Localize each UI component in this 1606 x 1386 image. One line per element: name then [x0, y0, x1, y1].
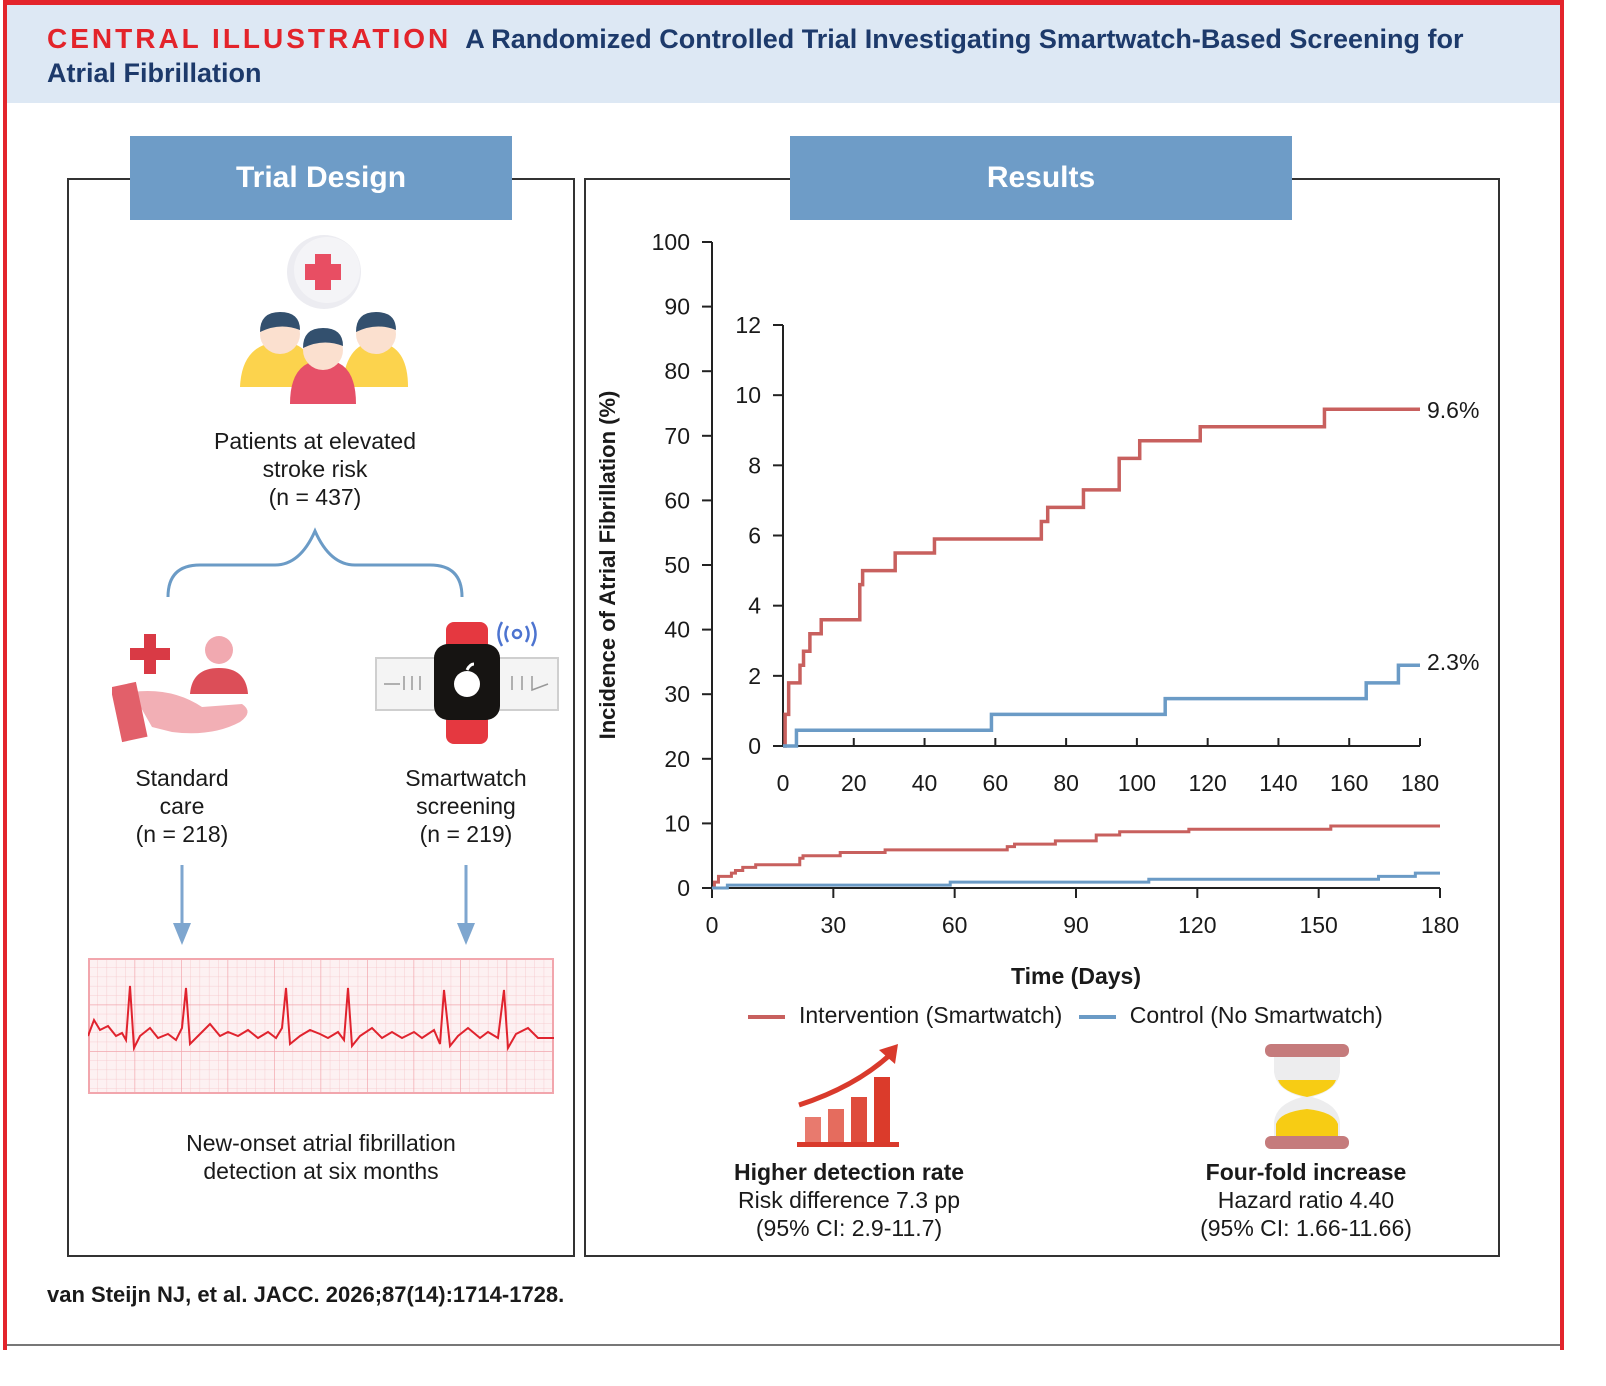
- frame-border-top: [3, 0, 1564, 5]
- results-panel: [584, 178, 1500, 1257]
- rising-bar-chart-icon: [797, 1044, 899, 1147]
- legend-label-intervention: Intervention (Smartwatch): [799, 1002, 1063, 1028]
- standard-care-line1: Standard: [135, 765, 229, 791]
- population-label: Patients at elevated stroke risk (n = 43…: [165, 427, 465, 511]
- hourglass-icon: [1265, 1044, 1349, 1149]
- x-axis-label: Time (Days): [1011, 963, 1141, 989]
- outcome-label: New-onset atrial fibrillation detection …: [121, 1129, 521, 1185]
- outcome-line1: New-onset atrial fibrillation: [186, 1130, 456, 1156]
- inset-y-tick-label: 8: [748, 452, 761, 478]
- frame-border-right: [1560, 0, 1564, 1350]
- finding-detection-risk-difference: Risk difference 7.3 pp: [737, 1187, 961, 1213]
- legend-item-control: Control (No Smartwatch): [1078, 1002, 1383, 1028]
- inset-x-tick-label: 180: [1401, 770, 1439, 796]
- trial-design-tab: Trial Design: [130, 136, 512, 220]
- finding-detection-rate: Higher detection rate Risk difference 7.…: [699, 1158, 999, 1242]
- population-line2: stroke risk: [262, 456, 368, 482]
- main-y-tick-label: 100: [652, 229, 690, 255]
- main-x-tick-label: 60: [942, 912, 968, 938]
- inset-end-label-control: 2.3%: [1427, 649, 1479, 675]
- inset-y-tick-label: 12: [735, 312, 761, 338]
- finding-hazard-ratio: Four-fold increase Hazard ratio 4.40 (95…: [1156, 1158, 1456, 1242]
- smartwatch-count: (n = 219): [419, 821, 513, 847]
- main-x-tick-label: 180: [1421, 912, 1459, 938]
- legend-swatch-control: [1078, 1014, 1116, 1019]
- finding-hazard-title: Four-fold increase: [1205, 1159, 1407, 1185]
- inset-x-tick-label: 140: [1259, 770, 1297, 796]
- main-x-tick-label: 0: [706, 912, 719, 938]
- main-y-tick-label: 90: [664, 294, 690, 320]
- main-x-tick-label: 90: [1063, 912, 1089, 938]
- smartwatch-line2: screening: [416, 793, 516, 819]
- smartwatch-line1: Smartwatch: [405, 765, 527, 791]
- title-kicker: CENTRAL ILLUSTRATION: [47, 23, 452, 54]
- main-x-tick-label: 120: [1178, 912, 1216, 938]
- main-y-tick-label: 50: [664, 552, 690, 578]
- legend-label-control: Control (No Smartwatch): [1129, 1002, 1383, 1028]
- inset-series-intervention: [783, 407, 1420, 748]
- arrow-down-smartwatch-icon: [457, 865, 475, 945]
- inset-x-tick-label: 80: [1053, 770, 1079, 796]
- inset-end-label-intervention: 9.6%: [1427, 397, 1479, 423]
- finding-detection-title: Higher detection rate: [733, 1159, 965, 1185]
- finding-hazard-ci: (95% CI: 1.66-11.66): [1200, 1215, 1412, 1241]
- finding-detection-ci: (95% CI: 2.9-11.7): [755, 1215, 943, 1241]
- smartwatch-screening-label: Smartwatch screening (n = 219): [366, 764, 566, 848]
- frame-border-left: [3, 0, 7, 1350]
- inset-y-tick-label: 10: [735, 382, 761, 408]
- inset-y-tick-label: 6: [748, 523, 761, 549]
- arrow-down-standard-icon: [173, 865, 191, 945]
- results-tab: Results: [790, 136, 1292, 220]
- inset-x-tick-label: 0: [777, 770, 790, 796]
- inset-x-tick-label: 160: [1330, 770, 1368, 796]
- main-x-tick-label: 30: [821, 912, 847, 938]
- inset-x-tick-label: 60: [983, 770, 1009, 796]
- main-y-tick-label: 10: [664, 810, 690, 836]
- inset-x-tick-label: 20: [841, 770, 867, 796]
- population-line1: Patients at elevated: [213, 428, 417, 454]
- y-axis-label: Incidence of Atrial Fibrillation (%): [595, 391, 620, 740]
- legend-item-intervention: Intervention (Smartwatch): [748, 1002, 1062, 1028]
- inset-y-tick-label: 4: [748, 593, 761, 619]
- inset-y-tick-label: 0: [748, 733, 761, 759]
- inset-x-tick-label: 40: [912, 770, 938, 796]
- outcome-line2: detection at six months: [203, 1158, 439, 1184]
- main-series-intervention: [712, 824, 1440, 890]
- page-title: CENTRAL ILLUSTRATION A Randomized Control…: [47, 22, 1537, 90]
- inset-series-control: [783, 663, 1420, 748]
- standard-care-count: (n = 218): [135, 821, 229, 847]
- standard-care-line2: care: [159, 793, 205, 819]
- title-text: A Randomized Controlled Trial Investigat…: [47, 24, 1464, 88]
- ecg-strip-icon: [88, 958, 554, 1094]
- main-y-tick-label: 80: [664, 358, 690, 384]
- smartwatch-icon: [375, 621, 559, 744]
- inset-x-tick-label: 120: [1188, 770, 1226, 796]
- main-y-tick-label: 0: [677, 875, 690, 901]
- main-y-tick-label: 40: [664, 617, 690, 643]
- inset-x-tick-label: 100: [1118, 770, 1156, 796]
- main-y-tick-label: 60: [664, 487, 690, 513]
- finding-hazard-ratio-value: Hazard ratio 4.40: [1217, 1187, 1395, 1213]
- standard-care-icon: [112, 634, 248, 743]
- randomization-brace: [166, 527, 464, 598]
- header-band: [7, 5, 1560, 103]
- main-y-tick-label: 20: [664, 746, 690, 772]
- kaplan-meier-chart: Incidence of Atrial Fibrillation (%) Tim…: [595, 229, 1479, 989]
- patients-group-icon: [240, 235, 408, 404]
- standard-care-label: Standard care (n = 218): [82, 764, 282, 848]
- citation: van Steijn NJ, et al. JACC. 2026;87(14):…: [47, 1282, 565, 1307]
- inset-y-tick-label: 2: [748, 663, 761, 689]
- main-x-tick-label: 150: [1299, 912, 1337, 938]
- main-y-tick-label: 70: [664, 423, 690, 449]
- chart-legend: Intervention (Smartwatch) Control (No Sm…: [748, 1002, 1383, 1029]
- main-y-tick-label: 30: [664, 681, 690, 707]
- legend-swatch-intervention: [748, 1014, 785, 1019]
- main-series-control: [712, 871, 1440, 890]
- bottom-divider: [7, 1344, 1560, 1346]
- population-count: (n = 437): [268, 484, 362, 510]
